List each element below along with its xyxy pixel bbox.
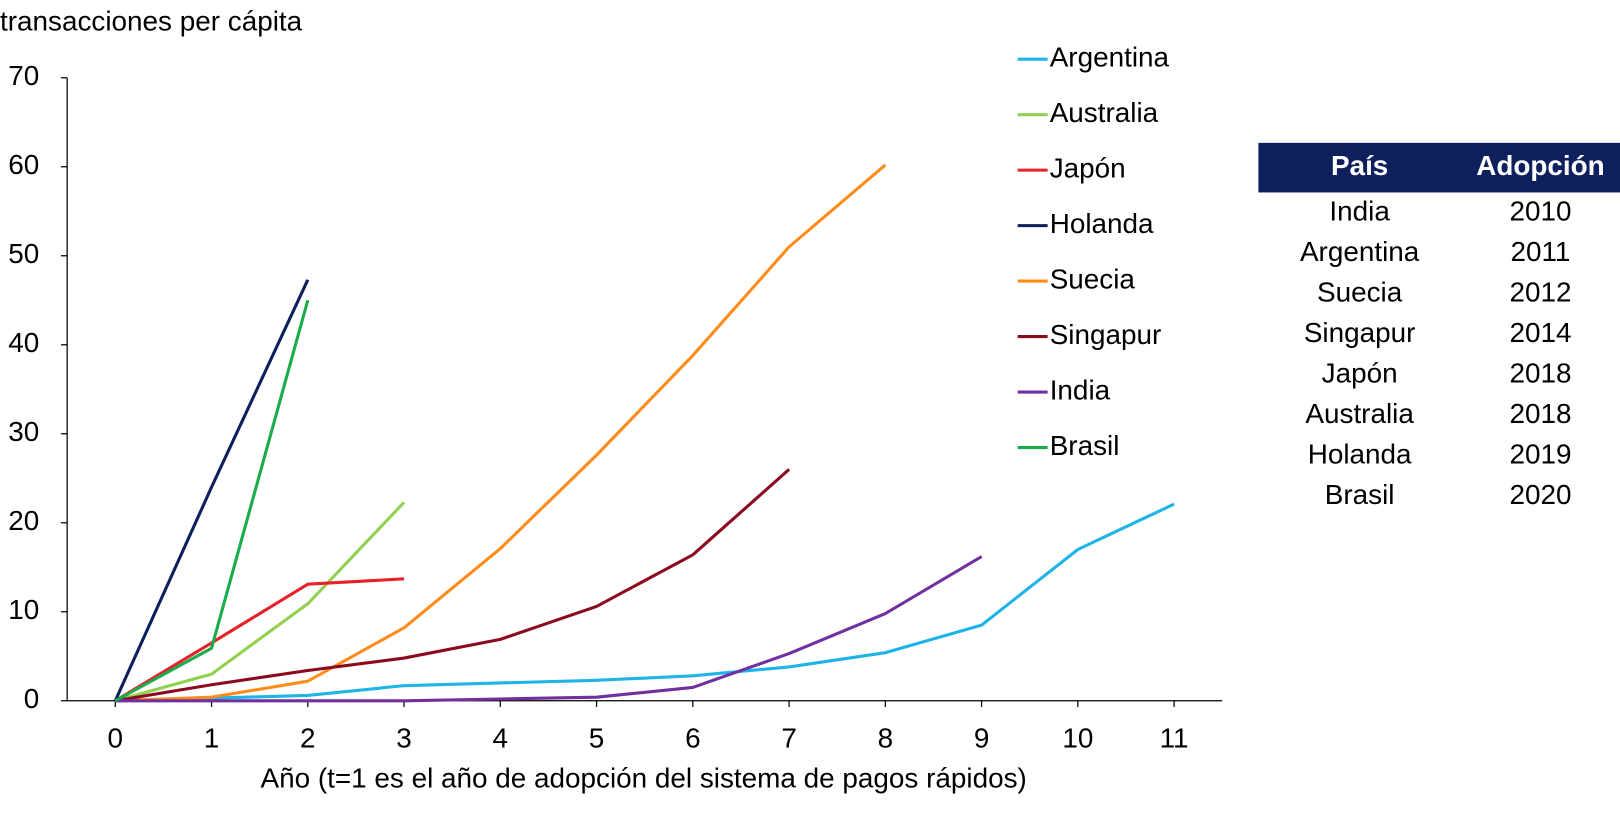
series-line (115, 163, 887, 703)
y-tick-label: 70 (8, 60, 39, 91)
y-tick-label: 60 (8, 149, 39, 180)
table-cell: Singapur (1304, 317, 1416, 348)
legend-label: Brasil (1050, 430, 1120, 461)
series-line (114, 501, 406, 703)
y-tick-label: 10 (8, 594, 39, 625)
table-cell: 2014 (1509, 317, 1571, 348)
x-tick-label: 11 (1160, 722, 1189, 753)
table-cell: India (1329, 195, 1390, 226)
x-tick-label: 6 (685, 722, 701, 753)
x-axis-title: Año (t=1 es el año de adopción del siste… (261, 763, 1027, 794)
legend-label: Holanda (1050, 208, 1154, 239)
x-tick-label: 5 (589, 722, 605, 753)
table-cell: 2018 (1509, 398, 1571, 429)
y-tick-label: 50 (8, 238, 39, 269)
x-tick-label: 2 (300, 722, 316, 753)
x-tick-label: 4 (493, 722, 509, 753)
series-line (115, 555, 983, 703)
legend-label: Australia (1050, 97, 1159, 128)
x-tick-label: 0 (108, 722, 124, 753)
x-tick-label: 1 (204, 722, 220, 753)
x-tick-label: 10 (1062, 722, 1093, 753)
table-cell: Argentina (1300, 236, 1420, 267)
legend-label: Japón (1050, 153, 1126, 184)
table-cell: Australia (1305, 398, 1414, 429)
y-tick-label: 0 (24, 683, 40, 714)
legend-label: Suecia (1050, 263, 1136, 294)
table-cell: 2020 (1509, 479, 1571, 510)
table-cell: Brasil (1325, 479, 1395, 510)
y-tick-label: 20 (8, 505, 39, 536)
table-header-cell: Adopción (1476, 150, 1605, 181)
legend-label: Argentina (1050, 42, 1170, 73)
table-cell: 2012 (1509, 276, 1571, 307)
series-line (115, 468, 791, 703)
table-cell: 2010 (1509, 195, 1571, 226)
table-header-cell: País (1331, 150, 1388, 181)
table-cell: 2019 (1509, 438, 1571, 469)
legend-label: Singapur (1050, 319, 1162, 350)
y-tick-label: 40 (8, 327, 39, 358)
x-tick-label: 9 (974, 722, 990, 753)
table-header (1258, 142, 1620, 193)
y-axis-title: transacciones per cápita (0, 5, 303, 36)
x-tick-label: 7 (781, 722, 797, 753)
series-line (115, 502, 1175, 703)
x-tick-label: 3 (396, 722, 412, 753)
table-cell: 2011 (1510, 236, 1570, 267)
x-tick-label: 8 (878, 722, 894, 753)
table-cell: Japón (1322, 357, 1398, 388)
table-cell: Holanda (1308, 438, 1412, 469)
table-cell: 2018 (1509, 357, 1571, 388)
series-line (113, 279, 310, 702)
table-cell: Suecia (1317, 276, 1403, 307)
series-line (114, 299, 310, 703)
legend-label: India (1050, 374, 1111, 405)
y-tick-label: 30 (8, 416, 39, 447)
series-line (114, 577, 405, 703)
